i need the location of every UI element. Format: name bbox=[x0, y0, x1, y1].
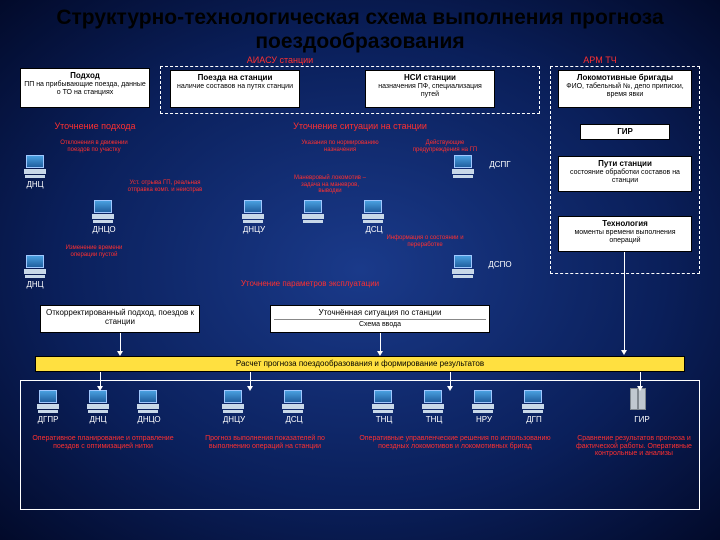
bc-4 bbox=[220, 390, 246, 412]
bt-2: Прогноз выполнения показателей по выполн… bbox=[205, 435, 325, 450]
label-dnc-2: ДНЦ bbox=[16, 280, 54, 289]
label-dspo: ДСПО bbox=[480, 260, 520, 269]
box-tech-txt: моменты времени выполнения операций bbox=[562, 229, 688, 245]
red-s4: Указания по нормированию назначения bbox=[290, 140, 390, 153]
label-dncu: ДНЦУ bbox=[232, 225, 276, 234]
arrow-2 bbox=[380, 333, 381, 353]
bc-7 bbox=[420, 390, 446, 412]
comp-dspo bbox=[450, 255, 476, 277]
label-dspg: ДСПГ bbox=[480, 160, 520, 169]
label-dnco: ДНЦО bbox=[82, 225, 126, 234]
bl-8: НРУ bbox=[464, 415, 504, 424]
bc-3 bbox=[135, 390, 161, 412]
box-gir-hdr: ГИР bbox=[584, 127, 666, 136]
comp-dnc-1 bbox=[22, 155, 48, 177]
bl-5: ДСЦ bbox=[274, 415, 314, 424]
box-brigady: Локомотивные бригады ФИО, табельный №, д… bbox=[558, 70, 692, 108]
bc-5 bbox=[280, 390, 306, 412]
box-brigady-hdr: Локомотивные бригады bbox=[562, 73, 688, 82]
box-refined-a: Уточнённая ситуация по станции bbox=[274, 308, 486, 317]
box-podhod-hdr: Подход bbox=[24, 71, 146, 80]
box-refined: Уточнённая ситуация по станции Схема вво… bbox=[270, 305, 490, 333]
bl-1: ДГПР bbox=[28, 415, 68, 424]
arrow-1 bbox=[120, 333, 121, 353]
bl-4: ДНЦУ bbox=[212, 415, 256, 424]
bl-9: ДГП bbox=[514, 415, 554, 424]
box-brigady-txt: ФИО, табельный №, депо приписки, время я… bbox=[562, 83, 688, 99]
tower-gir bbox=[630, 388, 650, 412]
box-podhod-txt: ПП на прибывающие поезда, данные о ТО на… bbox=[24, 81, 146, 97]
bl-10: ГИР bbox=[624, 415, 660, 424]
label-dsc: ДСЦ bbox=[354, 225, 394, 234]
bc-1 bbox=[35, 390, 61, 412]
red-r3: Уточнение параметров эксплуатации bbox=[210, 280, 410, 289]
red-s2: Уст. отрыва ГП, реальная отправка комп. … bbox=[125, 180, 205, 193]
red-s5: Маневровый локомотив – задача на маневро… bbox=[290, 175, 370, 195]
comp-dnco bbox=[90, 200, 116, 222]
box-puti-hdr: Пути станции bbox=[562, 159, 688, 168]
box-puti-txt: состояние обработки составов на станции bbox=[562, 169, 688, 185]
bt-1: Оперативное планирование и отправление п… bbox=[28, 435, 178, 450]
arrowh-3 bbox=[621, 350, 627, 355]
box-tech-hdr: Технология bbox=[562, 219, 688, 228]
bl-7: ТНЦ bbox=[414, 415, 454, 424]
red-s6: Действующие предупреждения на ГП bbox=[405, 140, 485, 153]
red-r1: Уточнение подхода bbox=[25, 122, 165, 132]
bc-2 bbox=[85, 390, 111, 412]
box-poezda-hdr: Поезда на станции bbox=[174, 73, 296, 82]
arrow-3 bbox=[624, 252, 625, 352]
box-refined-b: Схема ввода bbox=[274, 319, 486, 329]
comp-dsc bbox=[360, 200, 386, 222]
bl-3: ДНЦО bbox=[127, 415, 171, 424]
box-poezda-txt: наличие составов на путях станции bbox=[174, 83, 296, 91]
bt-3: Оперативные управленческие решения по ис… bbox=[355, 435, 555, 450]
box-nsi: НСИ станции назначения ПФ, специализация… bbox=[365, 70, 495, 108]
box-nsi-hdr: НСИ станции bbox=[369, 73, 491, 82]
red-s7: Информация о состоянии и переработке bbox=[380, 235, 470, 248]
diagram-area: АИАСУ станции АРМ ТЧ Подход ПП на прибыв… bbox=[10, 60, 710, 530]
bl-6: ТНЦ bbox=[364, 415, 404, 424]
label-armtch: АРМ ТЧ bbox=[570, 56, 630, 66]
label-aiasu: АИАСУ станции bbox=[220, 56, 340, 66]
red-s3: Изменение времени операции пустой bbox=[54, 245, 134, 258]
comp-dncu bbox=[240, 200, 266, 222]
label-dnc-1: ДНЦ bbox=[16, 180, 54, 189]
bc-9 bbox=[520, 390, 546, 412]
bc-6 bbox=[370, 390, 396, 412]
box-tech: Технология моменты времени выполнения оп… bbox=[558, 216, 692, 252]
yellow-bar: Расчет прогноза поездообразования и форм… bbox=[35, 356, 685, 372]
box-puti: Пути станции состояние обработки составо… bbox=[558, 156, 692, 192]
comp-dspg bbox=[450, 155, 476, 177]
bc-8 bbox=[470, 390, 496, 412]
comp-dsc-m bbox=[300, 200, 326, 222]
ayh-2 bbox=[247, 386, 253, 391]
comp-dnc-2 bbox=[22, 255, 48, 277]
page-title: Структурно-технологическая схема выполне… bbox=[0, 0, 720, 58]
box-podhod: Подход ПП на прибывающие поезда, данные … bbox=[20, 68, 150, 108]
red-r2: Уточнение ситуации на станции bbox=[260, 122, 460, 132]
box-corrected: Откорректированный подход, поездов к ста… bbox=[40, 305, 200, 333]
red-s1: Отклонения в движении поездов по участку bbox=[54, 140, 134, 153]
bl-2: ДНЦ bbox=[80, 415, 116, 424]
bt-4: Сравнение результатов прогноза и фактиче… bbox=[570, 435, 698, 458]
box-poezda: Поезда на станции наличие составов на пу… bbox=[170, 70, 300, 108]
ayh-3 bbox=[447, 386, 453, 391]
ayh-4 bbox=[637, 386, 643, 391]
box-nsi-txt: назначения ПФ, специализация путей bbox=[369, 83, 491, 99]
ayh-1 bbox=[97, 386, 103, 391]
box-gir: ГИР bbox=[580, 124, 670, 140]
